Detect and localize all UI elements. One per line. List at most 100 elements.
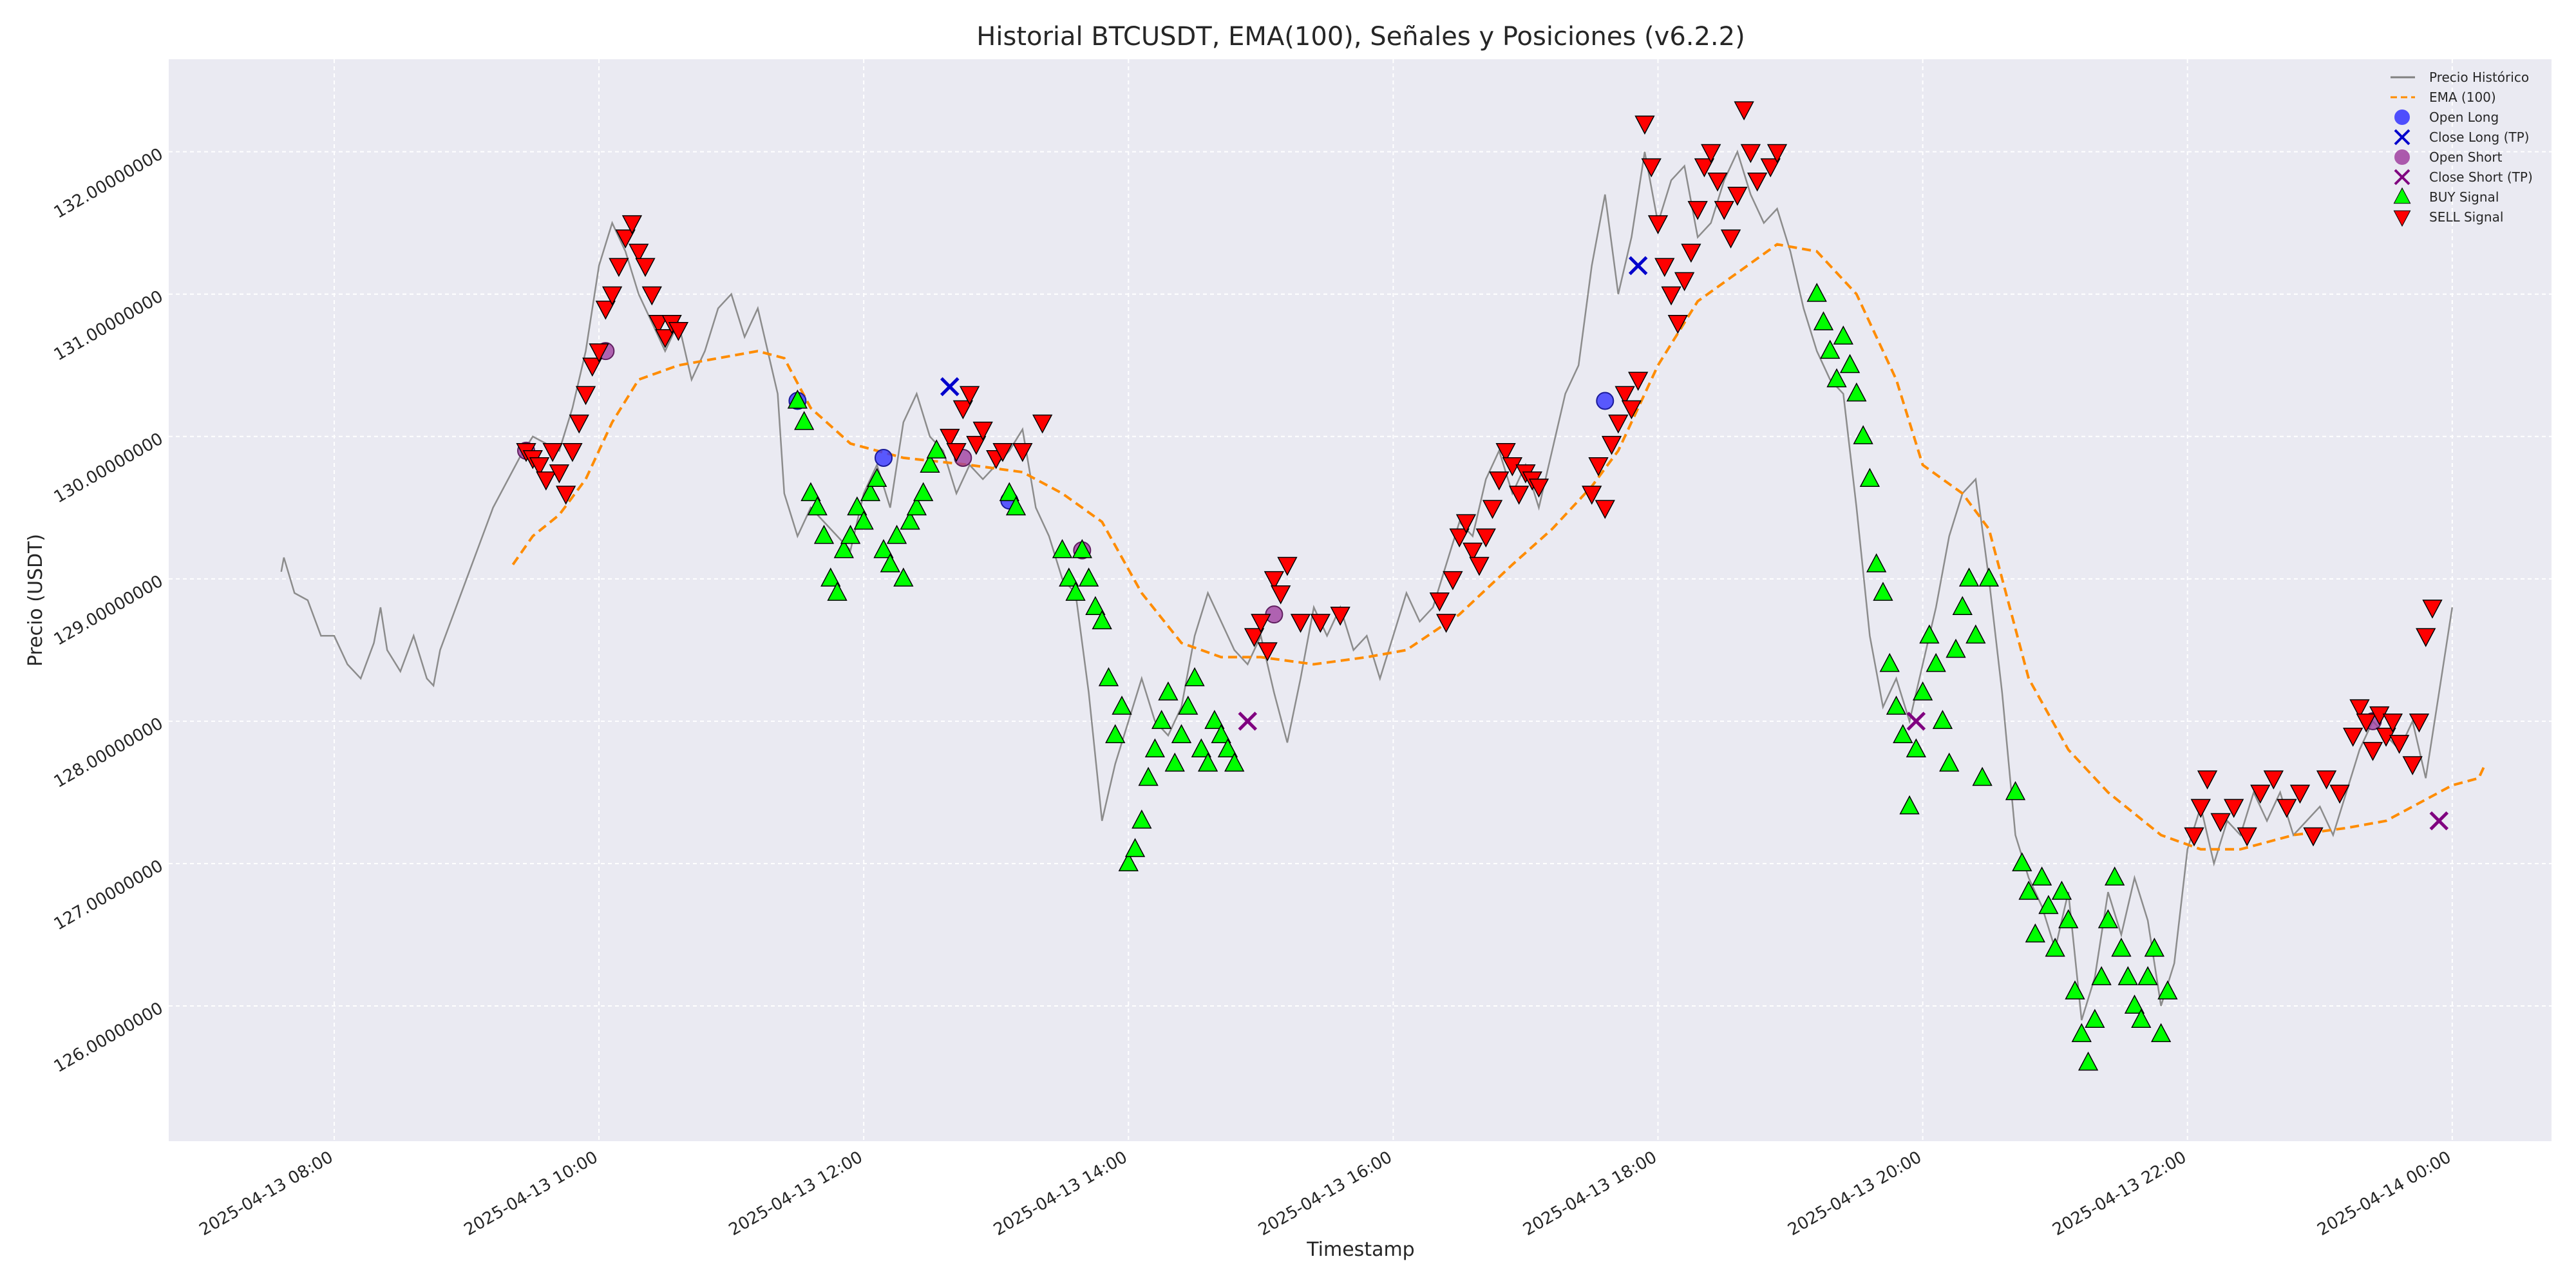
sell-signal-marker xyxy=(641,286,662,306)
legend-swatch-buy xyxy=(2393,187,2411,204)
legend-label: Close Short (TP) xyxy=(2429,169,2533,185)
series-layer xyxy=(280,149,2487,1021)
sell-signal-marker xyxy=(1628,372,1649,391)
sell-signal-marker xyxy=(1489,471,1510,491)
sell-signal-marker xyxy=(1747,172,1768,192)
sell-signal-marker xyxy=(2263,770,2284,790)
buy-signal-marker xyxy=(2038,895,2059,914)
buy-signal-marker xyxy=(1893,724,1913,743)
sell-signal-marker xyxy=(1654,258,1675,278)
sell-signal-marker xyxy=(562,442,583,462)
sell-signal-marker xyxy=(972,421,993,441)
sell-signal-marker xyxy=(2422,600,2443,619)
buy-signal-marker xyxy=(2078,1051,2099,1071)
buy-signal-marker xyxy=(2144,937,2164,957)
sell-signal-marker xyxy=(1595,500,1615,519)
buy-signal-marker xyxy=(813,524,835,544)
sell-signal-marker xyxy=(946,442,967,462)
sell-signal-marker xyxy=(529,457,550,477)
sell-signal-marker xyxy=(615,229,636,249)
sell-signal-marker xyxy=(1482,500,1503,519)
sell-signal-marker xyxy=(1740,144,1761,164)
sell-signal-marker xyxy=(1012,442,1033,462)
sell-signal-marker xyxy=(556,486,576,505)
open-long-marker xyxy=(875,448,893,467)
buy-signal-marker xyxy=(1866,553,1887,573)
buy-signal-marker xyxy=(2051,880,2072,900)
sell-signal-marker xyxy=(1687,201,1708,220)
sell-signal-marker xyxy=(569,414,589,434)
close-long-marker xyxy=(1628,256,1648,276)
sell-signal-marker xyxy=(1720,229,1741,249)
buy-signal-marker xyxy=(1105,724,1126,743)
buy-signal-marker xyxy=(1118,852,1139,871)
sell-signal-marker xyxy=(1694,158,1715,178)
buy-signal-marker xyxy=(1151,710,1172,729)
sell-signal-marker xyxy=(1257,642,1278,661)
sell-signal-marker xyxy=(668,322,689,341)
buy-signal-marker xyxy=(1952,596,1973,616)
buy-signal-marker xyxy=(926,439,947,459)
sell-signal-marker xyxy=(621,215,643,234)
buy-signal-marker xyxy=(1899,795,1920,815)
sell-signal-marker xyxy=(1667,314,1688,334)
sell-signal-marker xyxy=(1588,457,1609,477)
buy-signal-marker xyxy=(1806,283,1827,302)
buy-signal-marker xyxy=(1112,696,1132,715)
sell-signal-marker xyxy=(1251,614,1271,633)
buy-signal-marker xyxy=(2117,966,2138,985)
grid-lines xyxy=(169,59,2552,1141)
sell-signal-marker xyxy=(1449,528,1470,548)
buy-signal-marker xyxy=(1886,696,1907,715)
sell-signal-marker xyxy=(2224,799,2244,819)
buy-signal-marker xyxy=(1059,567,1079,587)
sell-signal-marker xyxy=(1032,414,1053,434)
marker-layer xyxy=(516,101,2449,1071)
buy-signal-marker xyxy=(1144,738,1166,758)
sell-signal-marker xyxy=(2416,628,2436,647)
buy-signal-marker xyxy=(2058,909,2079,929)
sell-signal-marker xyxy=(992,442,1013,462)
sell-signal-marker xyxy=(1701,144,1721,164)
sell-signal-marker xyxy=(1641,158,1662,178)
sell-signal-marker xyxy=(1674,272,1695,292)
sell-signal-marker xyxy=(1528,478,1549,498)
buy-signal-marker xyxy=(1171,724,1192,743)
buy-signal-marker xyxy=(1972,766,1993,786)
sell-signal-marker xyxy=(952,400,973,420)
buy-signal-marker xyxy=(2131,1009,2152,1028)
sell-signal-marker xyxy=(609,258,629,278)
buy-signal-marker xyxy=(1072,539,1092,558)
buy-signal-marker xyxy=(867,468,887,488)
ema-line xyxy=(511,243,2487,851)
buy-signal-marker xyxy=(1846,382,1867,402)
buy-signal-marker xyxy=(2157,980,2178,999)
buy-signal-marker xyxy=(2031,866,2052,886)
sell-signal-marker xyxy=(1621,400,1642,420)
buy-signal-marker xyxy=(1065,582,1086,601)
sell-signal-marker xyxy=(2184,827,2204,847)
buy-signal-marker xyxy=(1873,582,1893,601)
buy-signal-marker xyxy=(1853,425,1873,444)
sell-signal-marker xyxy=(2289,784,2311,804)
buy-signal-marker xyxy=(820,567,841,587)
buy-signal-marker xyxy=(800,482,821,502)
sell-signal-marker xyxy=(542,442,563,462)
sell-signal-marker xyxy=(2250,784,2271,804)
buy-signal-marker xyxy=(1859,468,1880,488)
sell-signal-marker xyxy=(536,471,556,491)
buy-signal-marker xyxy=(1098,667,1119,687)
sell-signal-marker xyxy=(1582,486,1602,505)
sell-signal-marker xyxy=(2277,799,2297,819)
buy-signal-marker xyxy=(900,510,920,530)
buy-signal-marker xyxy=(1204,710,1225,729)
buy-signal-marker xyxy=(1820,339,1841,359)
legend-label: Open Long xyxy=(2429,109,2499,125)
close-short-marker xyxy=(1238,712,1258,731)
buy-signal-marker xyxy=(1132,810,1152,829)
buy-signal-marker xyxy=(1946,638,1966,658)
buy-signal-marker xyxy=(1224,752,1245,772)
sell-signal-marker xyxy=(2197,770,2218,790)
sell-signal-marker xyxy=(1734,101,1754,120)
buy-signal-marker xyxy=(853,510,874,530)
